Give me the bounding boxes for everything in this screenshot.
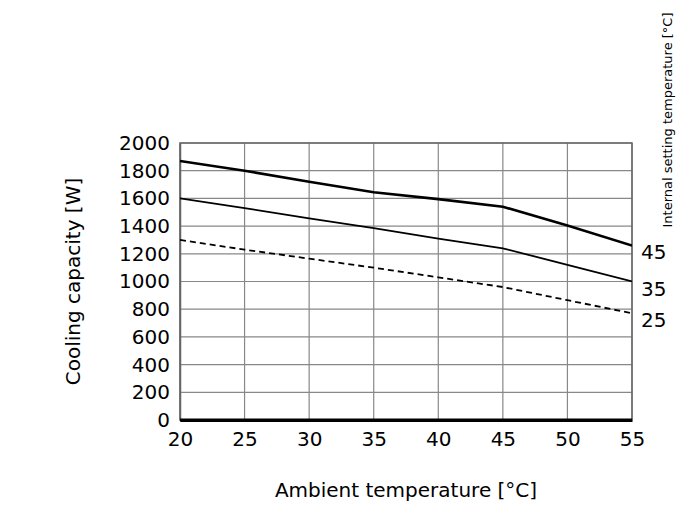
x-tick: 30 [297,420,322,451]
y-tick-label: 1000 [119,269,170,293]
grid-line [567,143,568,420]
x-tick: 20 [168,420,193,451]
grid-line [438,143,439,420]
series-label: 45 [641,240,666,264]
series-line [180,240,632,313]
y-tick-label: 1400 [119,214,170,238]
x-tick-label: 25 [232,427,257,451]
y-tick-label: 800 [132,297,170,321]
x-tick-label: 30 [297,427,322,451]
x-axis-line [181,419,633,422]
chart: 20 25 30 35 40 45 50 55 0 200 400 600 800 1000 1200 140… [0,0,685,510]
grid-line [180,198,632,199]
x-axis: 20 25 30 35 40 45 50 55 [168,420,645,451]
y-tick: 0 [157,408,180,432]
grid-line [180,336,632,337]
y-tick-label: 600 [132,325,170,349]
grid-line [309,143,310,420]
y-tick: 1200 [119,242,180,266]
series-label: 25 [641,308,666,332]
plot-frame [180,143,632,420]
grid-line [180,253,632,254]
y-tick: 1000 [119,269,180,293]
series-label: 35 [641,277,666,301]
x-axis-line [180,419,632,422]
x-tick: 45 [491,420,516,451]
y-tick-label: 200 [132,380,170,404]
y-axis: 0 200 400 600 800 1000 1200 1400 1600 1800 2000 [119,131,180,432]
y-tick: 200 [132,380,180,404]
y-tick: 800 [132,297,180,321]
grid-line [180,419,632,420]
y-tick: 400 [132,353,180,377]
x-axis-title: Ambient temperature [°C] [275,478,537,502]
y-axis-title: Cooling capacity [W] [61,178,85,385]
grid-line [244,143,245,420]
x-tick-label: 55 [620,427,645,451]
x-tick-label: 45 [491,427,516,451]
x-tick: 25 [232,420,257,451]
y-tick-label: 1200 [119,242,170,266]
series-group [180,161,632,313]
x-tick-label: 50 [555,427,580,451]
x-tick: 35 [361,420,386,451]
y-tick-label: 0 [157,408,170,432]
x-tick: 50 [555,420,580,451]
y-tick-label: 400 [132,353,170,377]
y-tick-label: 2000 [119,131,170,155]
grid [180,143,632,420]
grid-line [373,143,374,420]
x-tick-label: 40 [426,427,451,451]
y-tick: 1600 [119,186,180,210]
x-tick: 40 [426,420,451,451]
legend-title: Internal setting temperature [°C] [660,12,675,227]
y-tick-label: 1800 [119,159,170,183]
x-tick-label: 20 [168,427,193,451]
grid-line [180,309,632,310]
y-tick: 2000 [119,131,180,155]
y-tick: 1800 [119,159,180,183]
grid-line [502,143,503,420]
grid-line [180,392,632,393]
series-line [180,198,632,281]
grid-line [180,281,632,282]
x-tick-label: 35 [361,427,386,451]
grid-line [180,364,632,365]
series-labels: 45 35 25 [641,240,666,332]
y-tick: 1400 [119,214,180,238]
y-tick-label: 1600 [119,186,170,210]
y-tick: 600 [132,325,180,349]
x-tick: 55 [620,420,645,451]
